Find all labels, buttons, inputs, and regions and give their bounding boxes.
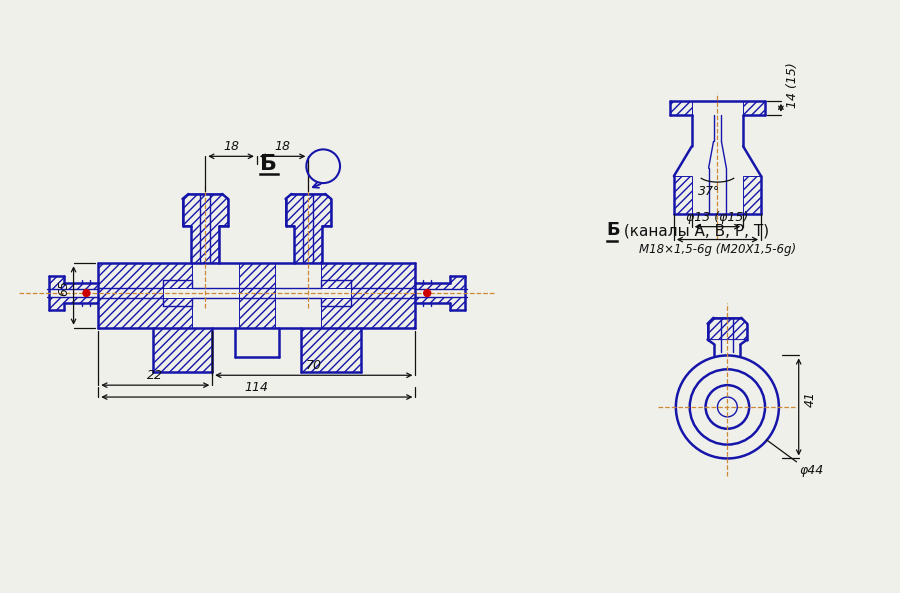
Text: 70: 70 (306, 359, 322, 372)
Text: M18×1,5-6g (M20X1,5-6g): M18×1,5-6g (M20X1,5-6g) (639, 243, 796, 256)
Text: 41: 41 (804, 391, 817, 407)
Text: Б: Б (260, 154, 277, 174)
Circle shape (83, 289, 90, 296)
Text: 14 (15): 14 (15) (787, 62, 799, 108)
Circle shape (424, 289, 431, 296)
Text: (каналы А, В, Р, Т): (каналы А, В, Р, Т) (619, 224, 770, 238)
Text: 65: 65 (58, 279, 70, 295)
Text: 18: 18 (223, 141, 239, 154)
Text: φ13 (φ15): φ13 (φ15) (687, 211, 749, 224)
Text: Б: Б (607, 221, 620, 238)
Text: 114: 114 (245, 381, 269, 394)
Text: 22: 22 (148, 369, 163, 382)
Text: φ44: φ44 (799, 464, 824, 477)
Text: 37°: 37° (698, 185, 721, 198)
Text: 18: 18 (274, 141, 291, 154)
